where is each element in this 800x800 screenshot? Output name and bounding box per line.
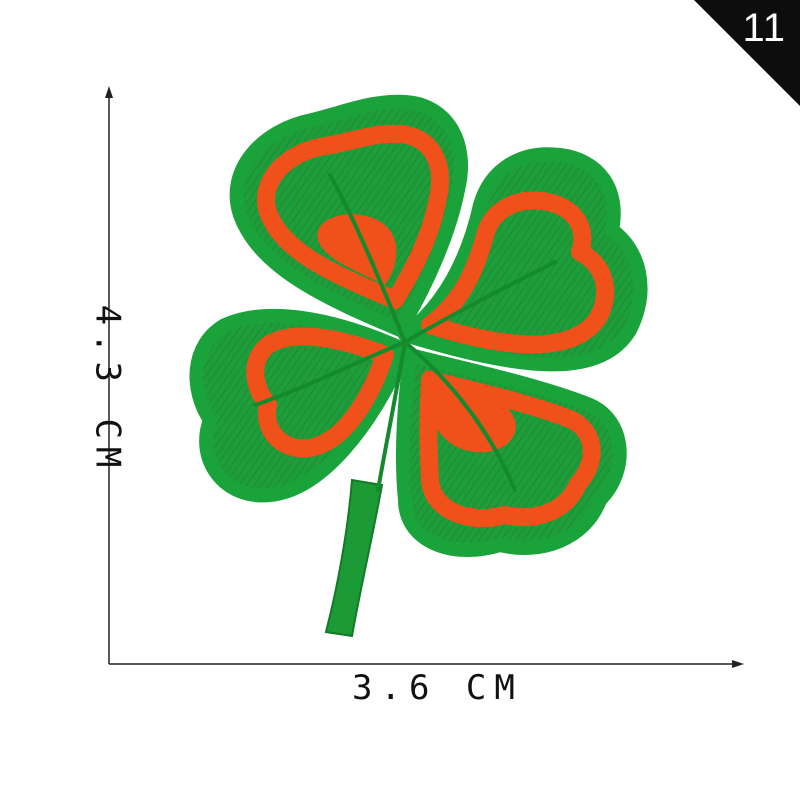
- height-dimension-label: 4.3 CM: [87, 304, 128, 476]
- clover-patch-image: [189, 94, 648, 638]
- badge-number: 11: [742, 6, 786, 50]
- corner-badge: [694, 0, 800, 106]
- width-dimension-label: 3.6 CM: [352, 668, 523, 708]
